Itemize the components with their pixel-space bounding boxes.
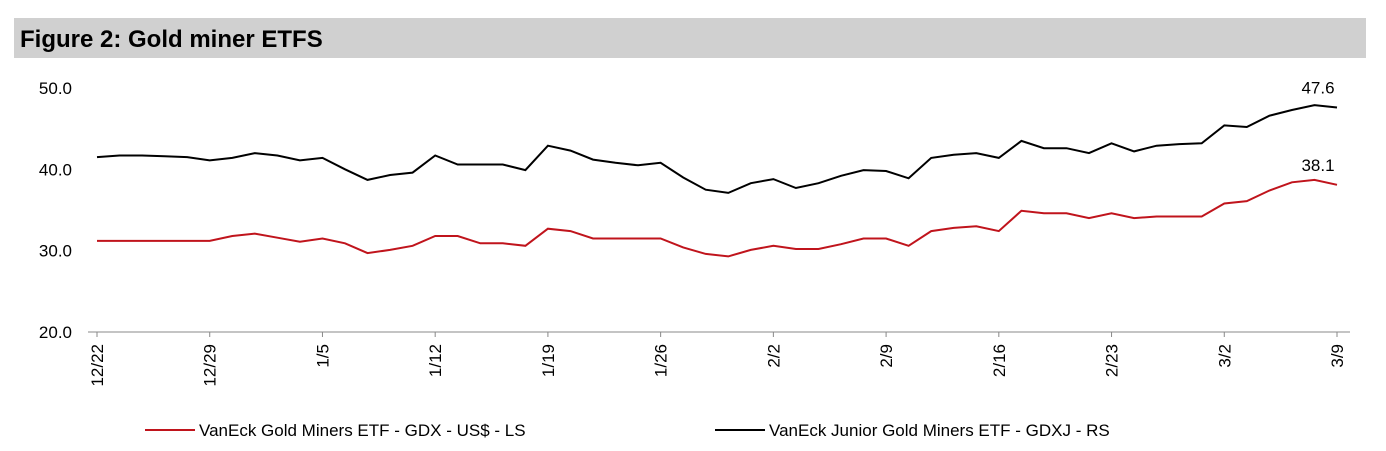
x-tick-label: 12/22 (88, 344, 107, 387)
chart-title: Figure 2: Gold miner ETFS (20, 26, 323, 53)
x-tick-label: 3/9 (1328, 344, 1347, 368)
annotation: 47.6 (1301, 79, 1334, 98)
y-tick-label: 50.0 (39, 79, 72, 98)
x-tick-label: 3/2 (1215, 344, 1234, 368)
y-tick-label: 40.0 (39, 160, 72, 179)
legend-label: VanEck Gold Miners ETF - GDX - US$ - LS (199, 421, 526, 440)
x-tick-label: 2/2 (764, 344, 783, 368)
annotation: 38.1 (1301, 156, 1334, 175)
x-tick-label: 2/23 (1103, 344, 1122, 377)
title-bar (14, 18, 1366, 58)
x-tick-label: 1/12 (426, 344, 445, 377)
x-tick-label: 12/29 (201, 344, 220, 387)
legend-label: VanEck Junior Gold Miners ETF - GDXJ - R… (769, 421, 1110, 440)
x-tick-label: 2/9 (877, 344, 896, 368)
y-tick-label: 30.0 (39, 242, 72, 261)
x-tick-label: 1/5 (313, 344, 332, 368)
y-tick-label: 20.0 (39, 323, 72, 342)
series-line (96, 104, 1338, 194)
x-tick-label: 2/16 (990, 344, 1009, 377)
x-tick-label: 1/19 (539, 344, 558, 377)
x-tick-label: 1/26 (652, 344, 671, 377)
series-line (97, 178, 1338, 258)
